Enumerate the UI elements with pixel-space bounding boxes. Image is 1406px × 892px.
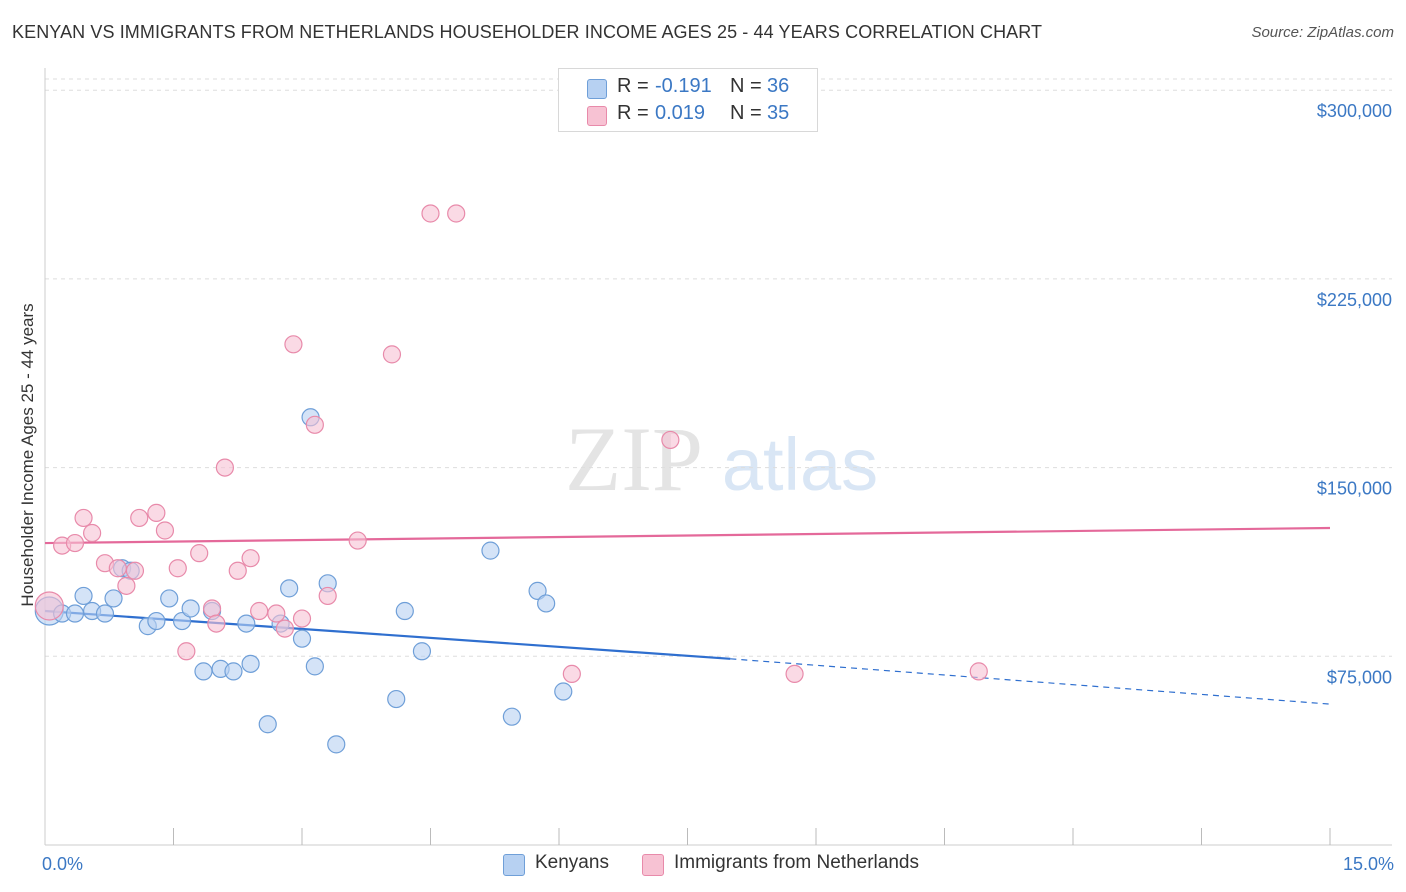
netherlands-point	[65, 533, 85, 553]
netherlands-point	[190, 544, 209, 563]
kenyan-point	[237, 614, 256, 633]
kenyan-point	[481, 541, 500, 560]
kenyan-point	[554, 682, 573, 701]
source-credit: Source: ZipAtlas.com	[1251, 24, 1394, 41]
netherlands-point	[83, 523, 102, 543]
r-value: 0.019	[655, 102, 706, 124]
netherlands-point	[969, 662, 988, 681]
netherlands-point	[155, 521, 175, 540]
kenyan-point	[172, 611, 192, 631]
netherlands-swatch	[642, 854, 664, 876]
legend-label-netherlands: Immigrants from Netherlands	[674, 852, 919, 873]
y-axis-label: Householder Income Ages 25 - 44 years	[18, 303, 37, 606]
n-value: 36	[767, 75, 790, 97]
kenyan-point	[305, 657, 324, 676]
axes	[44, 68, 1392, 846]
netherlands-point	[250, 601, 269, 621]
gridlines	[45, 78, 1392, 657]
kenyan-point	[387, 689, 406, 709]
netherlands-point	[207, 614, 226, 633]
kenyan-point	[104, 589, 123, 608]
r-label: R =	[617, 102, 649, 124]
netherlands-point	[147, 503, 166, 522]
netherlands-point	[241, 549, 260, 568]
netherlands-point	[168, 559, 187, 578]
netherlands-point	[215, 458, 234, 477]
y-tick-label: $300,000	[1317, 101, 1392, 121]
netherlands-point	[267, 604, 286, 623]
kenyan-point	[528, 581, 547, 600]
data-points	[34, 204, 988, 754]
netherlands-point	[348, 531, 367, 550]
netherlands-point	[305, 415, 324, 434]
netherlands-point	[130, 508, 149, 528]
netherlands-point	[202, 599, 222, 618]
netherlands-point	[284, 335, 303, 354]
netherlands-point	[318, 586, 337, 606]
kenyan-point	[412, 642, 432, 661]
n-label: N =	[730, 75, 762, 97]
kenyan-point	[292, 629, 312, 648]
r-label: R =	[617, 75, 649, 97]
kenyan-point	[147, 611, 166, 631]
kenyan-point	[181, 599, 200, 618]
netherlands-point	[108, 559, 127, 578]
kenyan-point	[395, 601, 414, 621]
netherlands-point	[275, 619, 294, 638]
kenyans-swatch	[587, 79, 607, 99]
netherlands-point	[292, 609, 312, 628]
kenyan-point	[258, 715, 277, 734]
kenyan-point	[194, 662, 213, 681]
n-label: N =	[730, 102, 762, 124]
netherlands-swatch	[587, 106, 607, 126]
netherlands-trend-line	[44, 526, 1331, 545]
x-tick-label: 0.0%	[42, 854, 83, 874]
chart-title: KENYAN VS IMMIGRANTS FROM NETHERLANDS HO…	[12, 22, 1043, 42]
kenyan-point	[224, 662, 243, 681]
watermark-atlas: atlas	[722, 423, 878, 506]
netherlands-point	[562, 664, 581, 684]
netherlands-point	[34, 591, 64, 621]
netherlands-point	[117, 576, 136, 595]
netherlands-point	[421, 204, 440, 223]
series-legend: Kenyans Immigrants from Netherlands	[0, 852, 1406, 878]
netherlands-point	[125, 561, 145, 580]
y-tick-label: $150,000	[1317, 479, 1392, 499]
netherlands-point	[177, 642, 196, 661]
netherlands-point	[785, 664, 804, 684]
y-tick-label: $75,000	[1327, 667, 1392, 687]
kenyan-point	[280, 579, 299, 598]
netherlands-point	[228, 561, 247, 580]
kenyan-point	[241, 654, 260, 673]
netherlands-point	[447, 204, 466, 223]
netherlands-point	[74, 508, 93, 528]
kenyan-point	[65, 604, 85, 623]
kenyan-point	[95, 604, 115, 623]
x-tick-label: 15.0%	[1343, 854, 1394, 874]
correlation-legend: R = -0.191 N = 36 R = 0.019 N = 35	[558, 68, 818, 132]
kenyans-trend-extension	[730, 658, 1331, 705]
watermark-zip: ZIP	[565, 408, 703, 510]
tick-labels: $75,000 $150,000 $225,000 $300,000 0.0% 15.0%	[42, 101, 1394, 874]
kenyan-point	[537, 594, 556, 613]
kenyan-point	[327, 735, 346, 754]
watermark: ZIP atlas	[565, 408, 878, 510]
n-value: 35	[767, 102, 790, 124]
netherlands-point	[382, 345, 402, 364]
legend-label-kenyans: Kenyans	[535, 852, 609, 873]
kenyan-point	[160, 589, 179, 608]
y-tick-label: $225,000	[1317, 290, 1392, 310]
kenyans-swatch	[503, 854, 525, 876]
kenyan-point	[74, 586, 93, 606]
r-value: -0.191	[655, 75, 712, 97]
kenyan-point	[502, 707, 521, 726]
netherlands-point	[661, 430, 680, 450]
